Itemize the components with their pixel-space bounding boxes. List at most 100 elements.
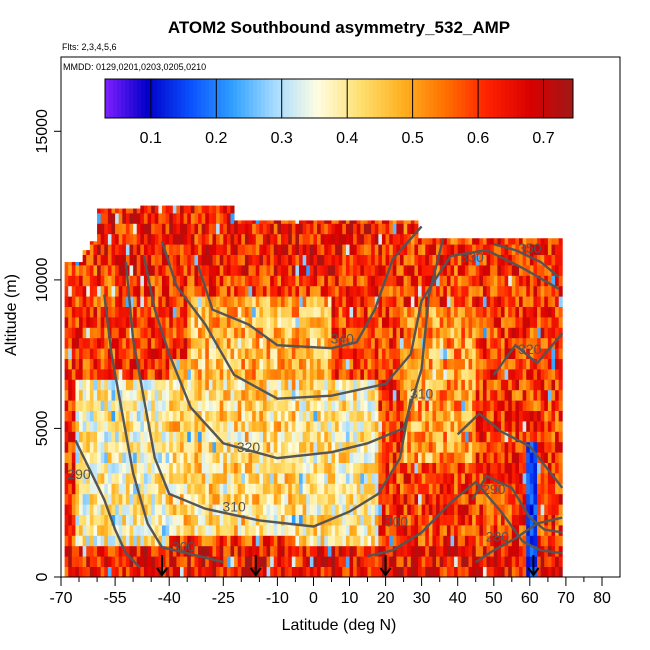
heatmap-cell bbox=[331, 473, 335, 484]
heatmap-cell bbox=[519, 546, 523, 557]
heatmap-cell bbox=[101, 379, 105, 390]
heatmap-cell bbox=[90, 431, 94, 442]
heatmap-cell bbox=[169, 379, 173, 390]
heatmap-cell bbox=[299, 244, 303, 255]
heatmap-cell bbox=[425, 238, 429, 244]
heatmap-cell bbox=[537, 400, 541, 411]
heatmap-cell bbox=[191, 223, 195, 234]
heatmap-cell bbox=[209, 244, 213, 255]
heatmap-cell bbox=[490, 556, 494, 567]
heatmap-cell bbox=[108, 525, 112, 536]
heatmap-cell bbox=[364, 275, 368, 286]
heatmap-cell bbox=[126, 525, 130, 536]
x-tick-label: -55 bbox=[104, 590, 127, 607]
heatmap-cell bbox=[364, 504, 368, 515]
heatmap-cell bbox=[285, 317, 289, 328]
heatmap-cell bbox=[198, 379, 202, 390]
heatmap-cell bbox=[447, 556, 451, 567]
heatmap-cell bbox=[360, 567, 364, 578]
heatmap-cell bbox=[432, 244, 436, 255]
heatmap-cell bbox=[551, 379, 555, 390]
heatmap-cell bbox=[137, 504, 141, 515]
isentrope-label: 280 bbox=[486, 528, 510, 544]
heatmap-cell bbox=[555, 390, 559, 401]
heatmap-cell bbox=[241, 307, 245, 318]
heatmap-cell bbox=[212, 359, 216, 370]
heatmap-cell bbox=[191, 234, 195, 245]
heatmap-cell bbox=[270, 359, 274, 370]
heatmap-cell bbox=[458, 556, 462, 567]
heatmap-cell bbox=[220, 244, 224, 255]
heatmap-cell bbox=[169, 421, 173, 432]
heatmap-cell bbox=[425, 400, 429, 411]
heatmap-cell bbox=[212, 535, 216, 546]
heatmap-cell bbox=[317, 348, 321, 359]
heatmap-cell bbox=[162, 515, 166, 526]
heatmap-cell bbox=[83, 431, 87, 442]
heatmap-cell bbox=[548, 421, 552, 432]
heatmap-cell bbox=[140, 525, 144, 536]
heatmap-cell bbox=[364, 296, 368, 307]
heatmap-cell bbox=[97, 265, 101, 276]
heatmap-cell bbox=[115, 223, 119, 234]
heatmap-cell bbox=[176, 483, 180, 494]
heatmap-cell bbox=[122, 483, 126, 494]
heatmap-cell bbox=[285, 411, 289, 422]
heatmap-cell bbox=[144, 473, 148, 484]
heatmap-cell bbox=[551, 359, 555, 370]
heatmap-cell bbox=[169, 567, 173, 578]
heatmap-cell bbox=[97, 442, 101, 453]
heatmap-cell bbox=[65, 556, 69, 567]
heatmap-cell bbox=[479, 296, 483, 307]
heatmap-cell bbox=[158, 411, 162, 422]
heatmap-cell bbox=[317, 535, 321, 546]
heatmap-cell bbox=[364, 369, 368, 380]
heatmap-cell bbox=[530, 494, 534, 505]
heatmap-cell bbox=[501, 275, 505, 286]
heatmap-cell bbox=[544, 473, 548, 484]
heatmap-cell bbox=[508, 369, 512, 380]
heatmap-cell bbox=[407, 338, 411, 349]
heatmap-cell bbox=[400, 286, 404, 297]
heatmap-cell bbox=[429, 400, 433, 411]
heatmap-cell bbox=[443, 411, 447, 422]
heatmap-cell bbox=[425, 431, 429, 442]
heatmap-cell bbox=[202, 379, 206, 390]
heatmap-cell bbox=[465, 515, 469, 526]
heatmap-cell bbox=[458, 238, 462, 244]
heatmap-cell bbox=[555, 359, 559, 370]
heatmap-cell bbox=[245, 338, 249, 349]
heatmap-cell bbox=[494, 463, 498, 474]
heatmap-cell bbox=[288, 220, 292, 223]
heatmap-cell bbox=[267, 234, 271, 245]
heatmap-cell bbox=[187, 421, 191, 432]
heatmap-cell bbox=[331, 504, 335, 515]
heatmap-cell bbox=[245, 483, 249, 494]
heatmap-cell bbox=[411, 296, 415, 307]
heatmap-cell bbox=[212, 213, 216, 224]
heatmap-cell bbox=[508, 452, 512, 463]
heatmap-cell bbox=[202, 348, 206, 359]
heatmap-cell bbox=[212, 379, 216, 390]
heatmap-cell bbox=[335, 400, 339, 411]
heatmap-cell bbox=[429, 359, 433, 370]
heatmap-cell bbox=[292, 442, 296, 453]
heatmap-cell bbox=[194, 567, 198, 578]
heatmap-cell bbox=[220, 327, 224, 338]
heatmap-cell bbox=[245, 220, 249, 223]
heatmap-cell bbox=[339, 567, 343, 578]
heatmap-cell bbox=[526, 431, 530, 442]
heatmap-cell bbox=[324, 411, 328, 422]
heatmap-cell bbox=[310, 504, 314, 515]
heatmap-cell bbox=[295, 483, 299, 494]
heatmap-cell bbox=[310, 317, 314, 328]
heatmap-cell bbox=[187, 286, 191, 297]
heatmap-cell bbox=[396, 411, 400, 422]
heatmap-cell bbox=[497, 390, 501, 401]
heatmap-cell bbox=[411, 255, 415, 266]
heatmap-cell bbox=[292, 223, 296, 234]
heatmap-cell bbox=[313, 494, 317, 505]
heatmap-cell bbox=[350, 265, 354, 276]
heatmap-cell bbox=[497, 338, 501, 349]
heatmap-cell bbox=[101, 442, 105, 453]
